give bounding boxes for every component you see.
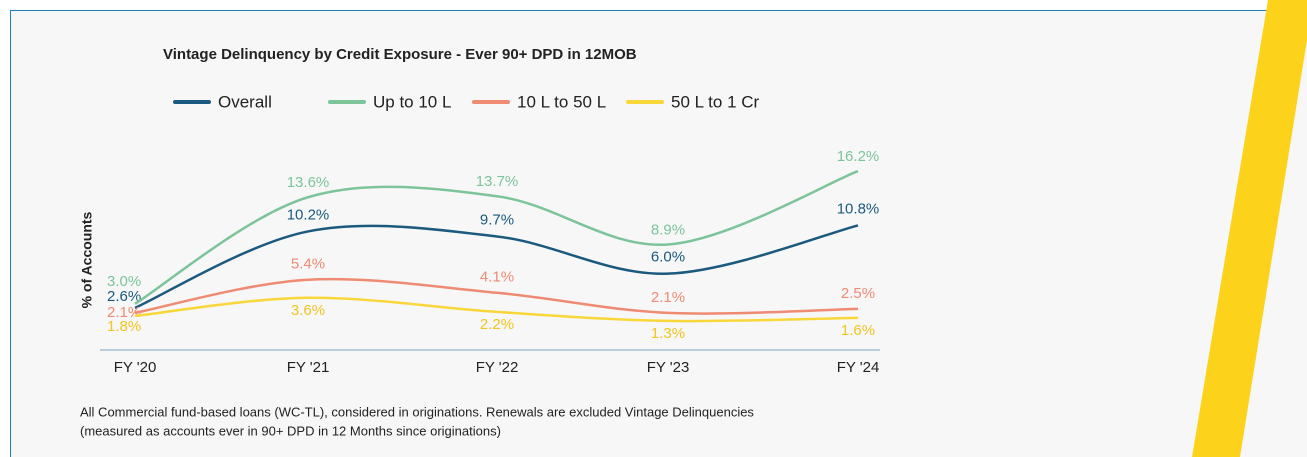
x-tick-label: FY '21 xyxy=(287,359,330,376)
data-label: 2.5% xyxy=(841,285,875,302)
x-tick-label: FY '24 xyxy=(837,359,880,376)
data-label: 16.2% xyxy=(837,148,880,165)
data-label: 4.1% xyxy=(480,269,514,286)
panel xyxy=(10,10,1307,457)
decor-stripe xyxy=(1192,0,1307,457)
x-tick-label: FY '20 xyxy=(114,359,157,376)
data-label: 13.7% xyxy=(476,173,519,190)
data-label: 13.6% xyxy=(287,174,330,191)
series-line xyxy=(134,277,859,315)
data-label: 8.9% xyxy=(651,221,685,238)
series-line xyxy=(134,296,859,323)
data-label: 2.1% xyxy=(107,304,141,321)
legend-label: Up to 10 L xyxy=(373,92,451,111)
y-axis-label: % of Accounts xyxy=(79,211,95,308)
series-line xyxy=(134,224,859,309)
data-label: 1.6% xyxy=(841,322,875,339)
footnote: (measured as accounts ever in 90+ DPD in… xyxy=(80,423,501,438)
series-line xyxy=(134,169,859,305)
legend-label: 50 L to 1 Cr xyxy=(671,92,760,111)
data-label: 2.6% xyxy=(107,288,141,305)
data-label: 2.1% xyxy=(651,289,685,306)
legend-label: 10 L to 50 L xyxy=(517,92,606,111)
footnote: All Commercial fund-based loans (WC-TL),… xyxy=(80,404,754,419)
data-label: 3.0% xyxy=(107,273,141,290)
data-label: 2.2% xyxy=(480,316,514,333)
data-label: 6.0% xyxy=(651,249,685,266)
data-label: 10.2% xyxy=(287,206,330,223)
data-label: 5.4% xyxy=(291,256,325,273)
data-label: 1.3% xyxy=(651,325,685,342)
x-tick-label: FY '22 xyxy=(476,359,519,376)
data-label: 1.8% xyxy=(107,318,141,335)
data-label: 10.8% xyxy=(837,200,880,217)
legend-label: Overall xyxy=(218,92,272,111)
chart-title: Vintage Delinquency by Credit Exposure -… xyxy=(163,46,637,63)
data-label: 9.7% xyxy=(480,211,514,228)
x-tick-label: FY '23 xyxy=(647,359,690,376)
data-label: 3.6% xyxy=(291,302,325,319)
